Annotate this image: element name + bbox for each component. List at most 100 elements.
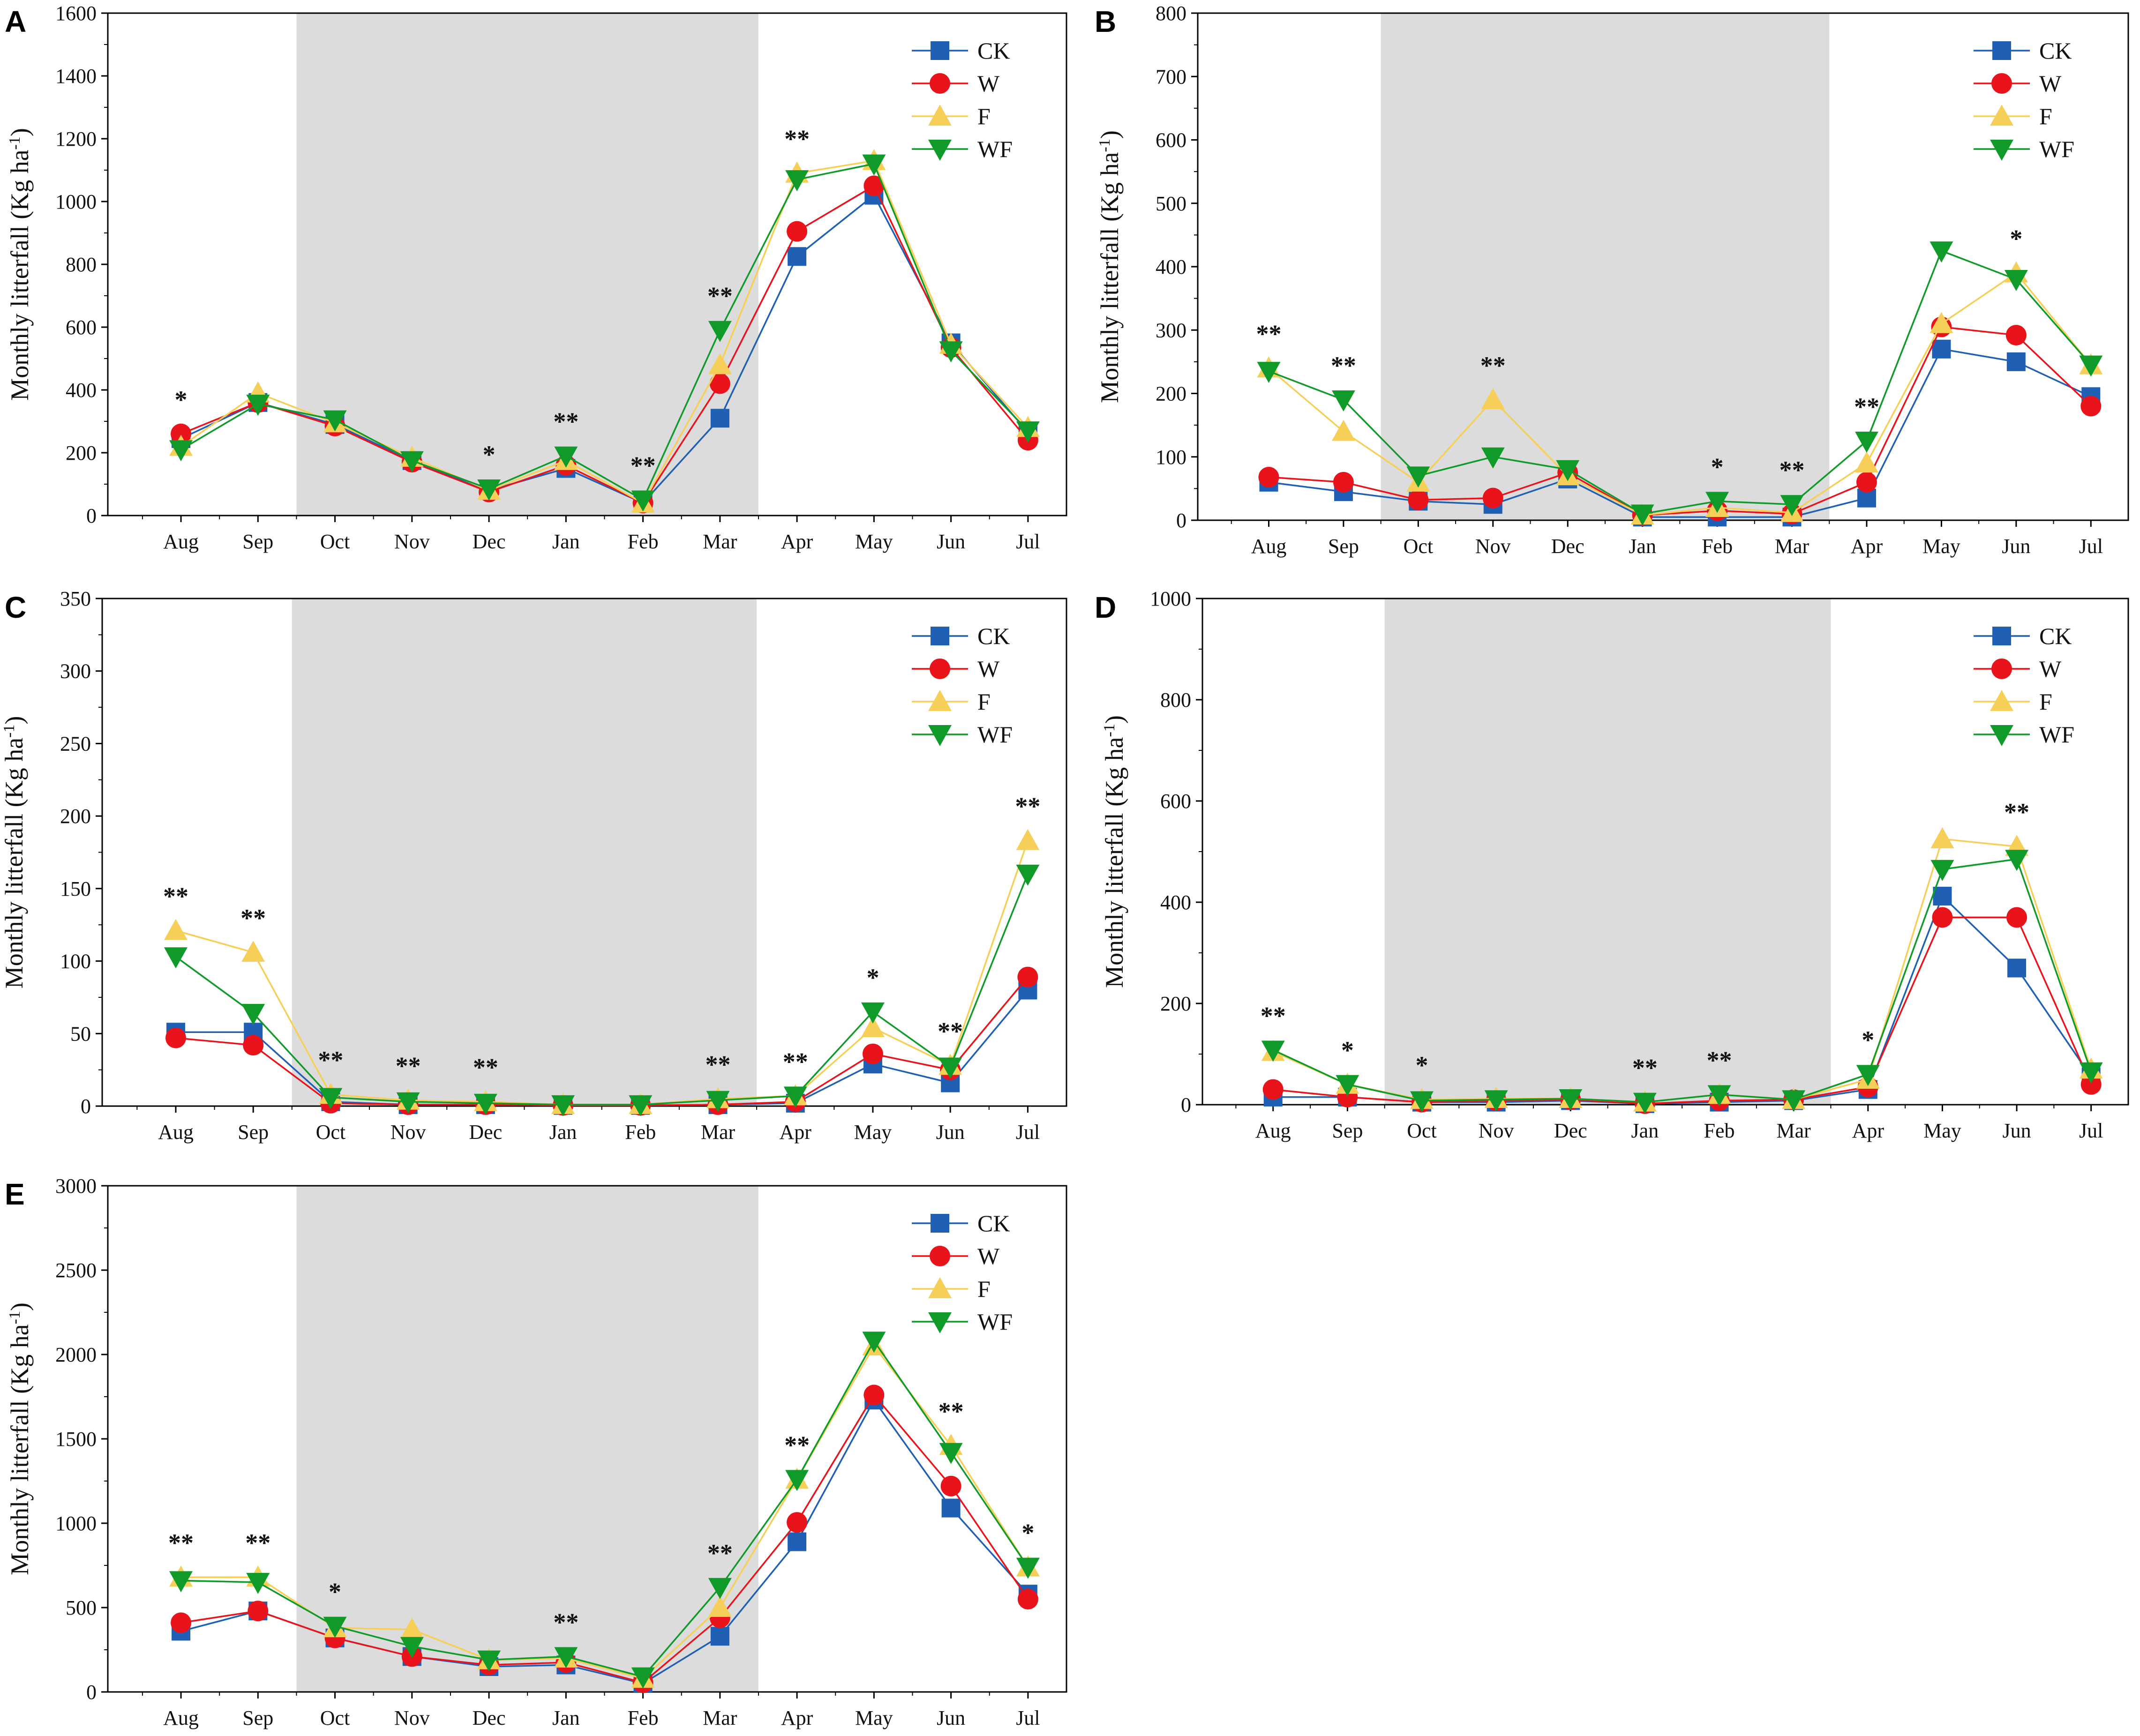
legend-marker-w: [930, 1246, 950, 1266]
legend-marker-f: [1990, 105, 2013, 126]
point-wf: [862, 1332, 886, 1353]
significance-label: *: [866, 964, 879, 992]
point-w: [1017, 1589, 1038, 1609]
significance-label: **: [1261, 1002, 1286, 1030]
legend-marker-f: [928, 1277, 952, 1298]
significance-label: **: [168, 1529, 194, 1557]
significance-label: **: [553, 1608, 578, 1636]
significance-label: **: [473, 1054, 498, 1082]
y-axis-label: Monthly litterfall (Kg ha-1): [6, 128, 34, 401]
x-tick-label: Jun: [2002, 1119, 2031, 1142]
point-wf: [241, 1003, 265, 1025]
point-wf: [473, 1093, 497, 1115]
series-wf: [1257, 241, 2103, 526]
x-tick-label: Oct: [1407, 1119, 1437, 1142]
significance-label: **: [784, 1431, 810, 1459]
x-tick-label: Nov: [1479, 1119, 1514, 1142]
point-wf: [323, 1616, 347, 1638]
legend-marker-f: [928, 105, 952, 126]
y-axis-label: Monthly litterfall (Kg ha-1): [1096, 130, 1124, 403]
significance-label: *: [175, 386, 188, 414]
point-w: [1408, 489, 1429, 510]
point-ck: [2007, 958, 2027, 978]
x-tick-label: Dec: [1554, 1119, 1587, 1142]
legend-label-wf: WF: [2039, 721, 2074, 748]
x-tick-label: Jul: [1016, 530, 1040, 553]
series-line-w: [180, 1393, 1029, 1684]
point-wf: [629, 1095, 653, 1116]
series-line-f: [1268, 272, 2092, 516]
panel-letter: A: [5, 5, 26, 38]
significance-label: **: [1707, 1046, 1732, 1074]
shaded-region: [1381, 13, 1830, 520]
x-tick-label: Sep: [242, 1706, 273, 1729]
legend-marker-f: [928, 690, 952, 711]
significance-label: **: [396, 1052, 421, 1080]
legend-marker-w: [930, 658, 950, 679]
series-line-w: [1269, 326, 2092, 516]
point-wf: [169, 1571, 193, 1593]
x-tick-label: Oct: [316, 1121, 346, 1144]
y-tick-label: 600: [1160, 790, 1191, 813]
point-wf: [783, 1086, 807, 1108]
y-tick-label: 200: [1156, 382, 1186, 405]
legend-label-ck: CK: [977, 1210, 1010, 1236]
point-w: [171, 423, 192, 444]
point-wf: [706, 1091, 730, 1112]
panel-letter: C: [5, 591, 26, 624]
point-w: [248, 1601, 269, 1622]
x-tick-label: Nov: [1475, 535, 1511, 558]
significance-label: **: [783, 1048, 808, 1076]
legend-marker-f: [1990, 690, 2013, 711]
y-tick-label: 1000: [55, 190, 97, 213]
point-w: [2006, 907, 2027, 928]
y-tick-label: 1400: [55, 65, 97, 88]
point-wf: [631, 1667, 655, 1689]
legend-label-wf: WF: [977, 721, 1013, 748]
point-ck: [710, 1627, 729, 1646]
significance-label: **: [240, 904, 266, 932]
y-tick-label: 3000: [55, 1175, 97, 1197]
point-f: [241, 941, 265, 962]
point-wf: [939, 1057, 962, 1079]
x-tick-label: May: [1922, 535, 1960, 558]
point-wf: [1782, 1090, 1806, 1112]
y-tick-label: 300: [60, 660, 91, 683]
x-tick-label: Feb: [1702, 535, 1733, 558]
x-tick-label: Aug: [1255, 1119, 1291, 1142]
y-tick-label: 1200: [55, 127, 97, 150]
x-tick-label: Dec: [1551, 535, 1584, 558]
point-wf: [2004, 270, 2028, 292]
x-tick-label: Jul: [2079, 1119, 2103, 1142]
x-tick-label: Mar: [1775, 535, 1810, 558]
x-tick-label: Apr: [781, 1706, 813, 1729]
point-w: [940, 1475, 961, 1497]
point-ck: [788, 247, 807, 266]
point-wf: [785, 170, 809, 192]
point-w: [171, 1612, 192, 1633]
series-line-ck: [1269, 348, 2092, 518]
point-wf: [554, 1647, 578, 1669]
panel-a: 0 200 400 600 800 1000 1200 1400 1600 Aug Sep Oct No…: [5, 2, 1067, 553]
x-tick-label: Sep: [242, 530, 273, 553]
y-tick-label: 0: [86, 504, 97, 527]
point-w: [787, 221, 808, 242]
point-wf: [1630, 504, 1654, 526]
point-w: [709, 373, 730, 394]
point-wf: [862, 154, 886, 176]
x-tick-label: Feb: [625, 1121, 656, 1144]
y-axis-label: Monthly litterfall (Kg ha-1): [1100, 715, 1128, 988]
point-wf: [1856, 1065, 1880, 1086]
legend-label-ck: CK: [977, 37, 1010, 64]
legend-label-ck: CK: [2039, 623, 2072, 649]
legend-label-ck: CK: [977, 623, 1010, 649]
point-wf: [477, 1650, 501, 1672]
legend-marker-wf: [1990, 140, 2013, 161]
significance-label: **: [2004, 798, 2029, 826]
y-tick-label: 400: [66, 379, 97, 402]
point-w: [864, 175, 885, 196]
x-tick-label: Jul: [1016, 1121, 1040, 1144]
point-ck: [788, 1532, 807, 1551]
legend-marker-ck: [1992, 41, 2011, 60]
